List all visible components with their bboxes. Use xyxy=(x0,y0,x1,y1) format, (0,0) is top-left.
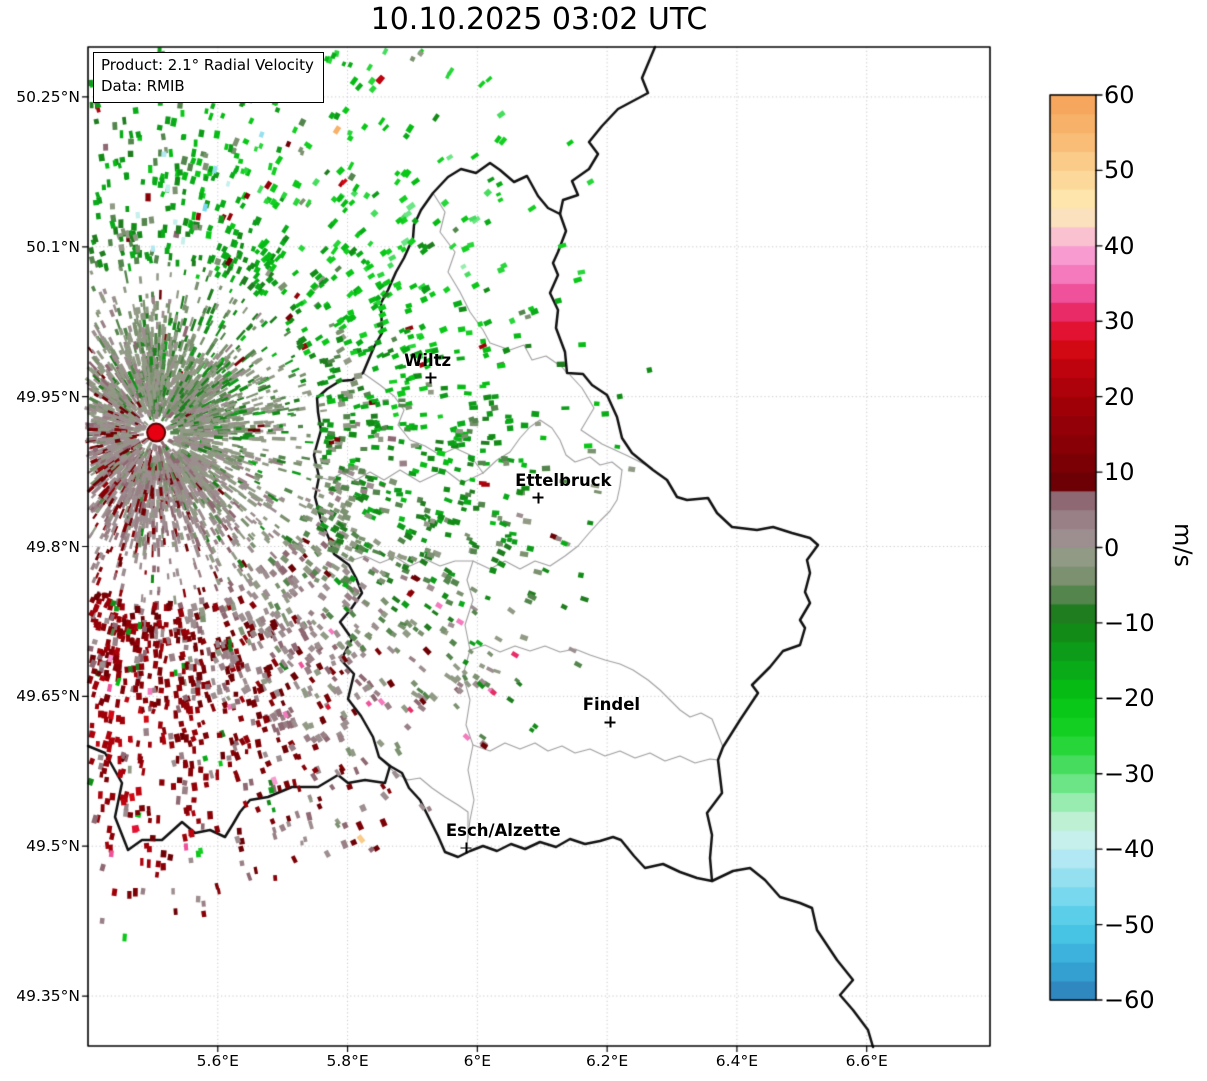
y-tick-label: 49.5°N xyxy=(26,837,80,856)
y-tick-label: 50.25°N xyxy=(16,87,80,106)
y-tick-label: 49.65°N xyxy=(16,687,80,706)
colorbar-tick-label: −50 xyxy=(1104,910,1155,939)
colorbar-tick-label: 60 xyxy=(1104,81,1135,109)
city-marker xyxy=(604,716,616,728)
product-label: Product: 2.1° Radial Velocity xyxy=(101,56,314,74)
colorbar-tick-label: 50 xyxy=(1104,156,1135,185)
city-label: Esch/Alzette xyxy=(445,821,561,841)
data-source-label: Data: RMIB xyxy=(101,77,185,96)
city-marker xyxy=(460,842,472,854)
colorbar-tick-label: −60 xyxy=(1104,986,1155,1014)
city-marker xyxy=(532,492,544,504)
colorbar-tick-label: 20 xyxy=(1104,382,1135,411)
y-tick-label: 50.1°N xyxy=(26,237,80,256)
x-tick-label: 6.4°E xyxy=(715,1052,759,1070)
colorbar-tick-label: −40 xyxy=(1104,835,1155,864)
page-title: 10.10.2025 03:02 UTC xyxy=(370,2,708,37)
city-label: Wiltz xyxy=(404,350,452,370)
x-tick-label: 5.8°E xyxy=(326,1052,369,1070)
city-label: Ettelbruck xyxy=(515,470,612,490)
colorbar-tick-label: −30 xyxy=(1104,759,1155,788)
y-tick-label: 49.8°N xyxy=(26,537,80,556)
colorbar-unit-label: m/s xyxy=(1169,523,1197,567)
city-label: Findel xyxy=(582,695,641,715)
colorbar-tick-label: −10 xyxy=(1104,608,1155,637)
colorbar-tick-label: 40 xyxy=(1104,231,1135,260)
city-marker xyxy=(425,372,437,384)
x-tick-label: 6.6°E xyxy=(845,1052,888,1070)
product-info-box: Product: 2.1° Radial Velocity Data: RMIB xyxy=(93,52,324,103)
x-tick-label: 6°E xyxy=(463,1052,492,1070)
colorbar-tick-label: 30 xyxy=(1104,307,1135,336)
y-tick-label: 49.95°N xyxy=(16,387,80,406)
colorbar-tick-label: 10 xyxy=(1104,458,1135,487)
colorbar-tick-label: 0 xyxy=(1104,533,1120,562)
x-tick-label: 5.6°E xyxy=(196,1052,239,1070)
x-tick-label: 6.2°E xyxy=(586,1052,629,1070)
y-tick-label: 49.35°N xyxy=(16,987,80,1006)
colorbar-tick-label: −20 xyxy=(1104,684,1155,713)
